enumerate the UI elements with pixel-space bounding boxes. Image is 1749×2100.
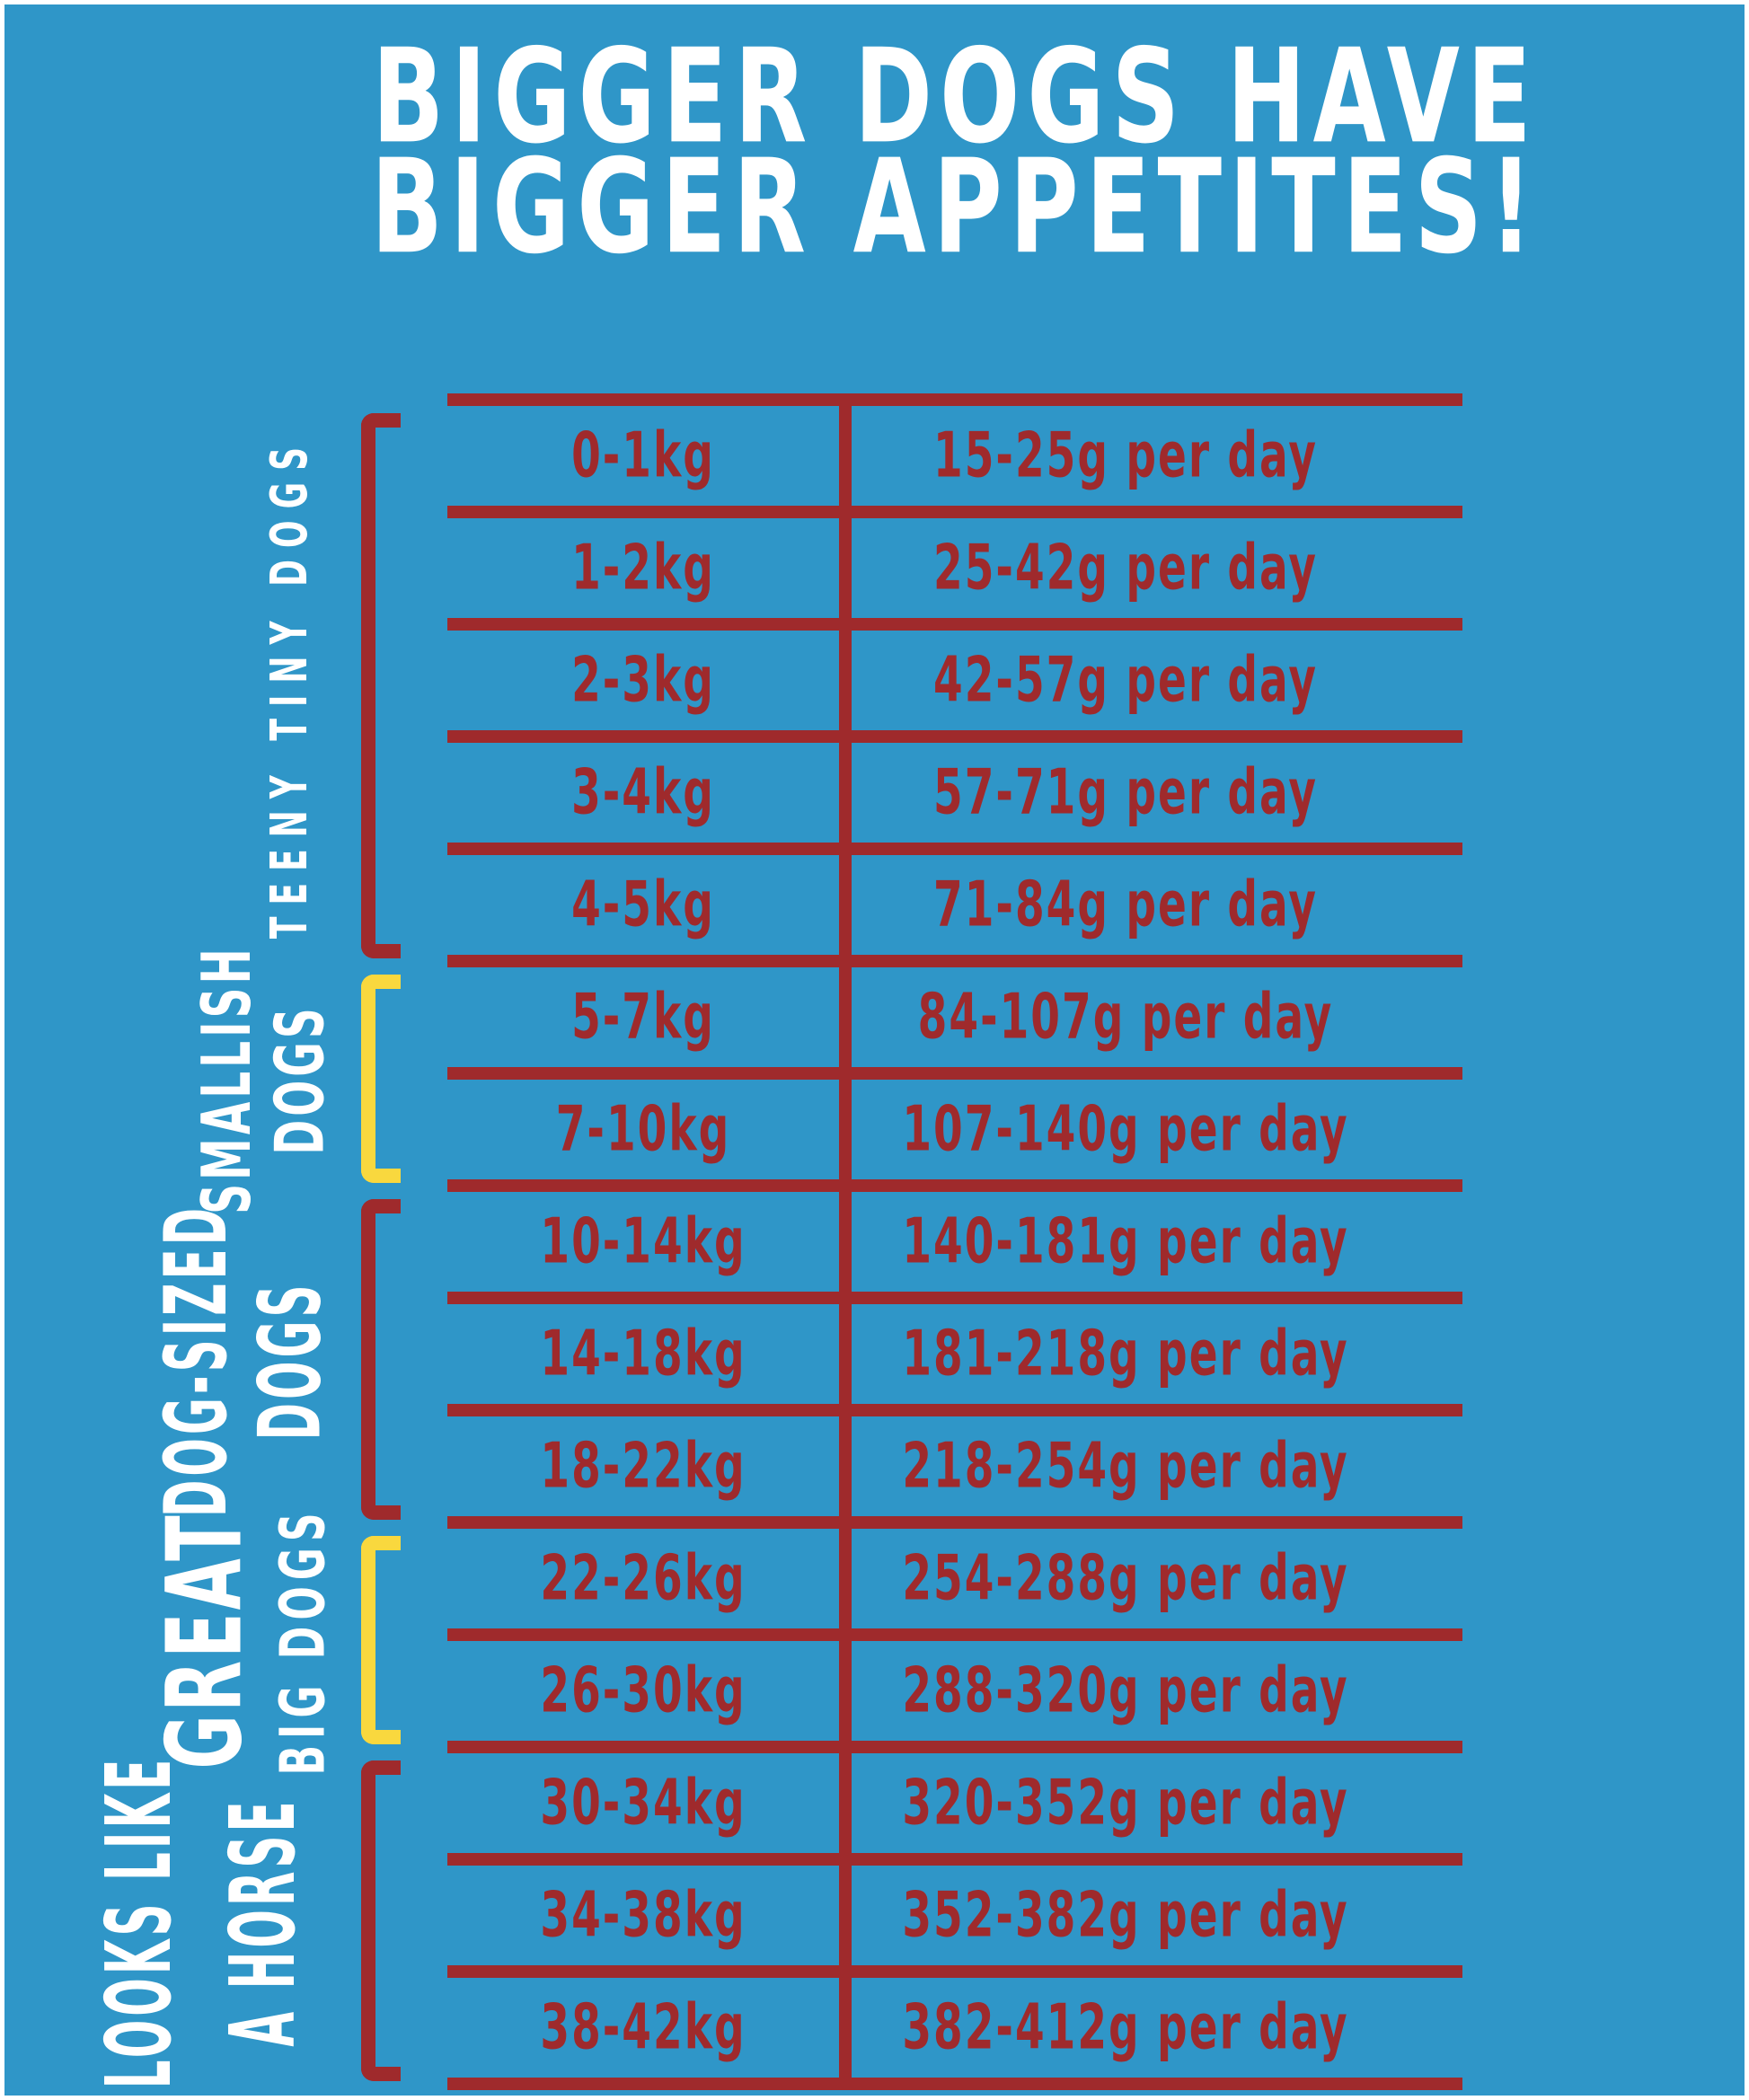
weight-group: DOG-SIZED DOGS 10-14kg 140-181g per day 14-1…: [147, 1192, 1462, 1529]
amount-cell: 181-218g per day: [902, 1317, 1349, 1391]
weight-cell: 22-26kg: [447, 1529, 852, 1628]
amount-cell: 84-107g per day: [917, 980, 1334, 1054]
weight-cell: 2-3kg: [447, 631, 852, 730]
weight-cell: 5-7kg: [447, 967, 852, 1067]
group-bracket: [361, 1760, 401, 2081]
poster-title: BIGGER DOGS HAVE BIGGER APPETITES!: [85, 21, 1749, 284]
weight-cell: 18-22kg: [447, 1416, 852, 1516]
amount-cell: 382-412g per day: [902, 1990, 1349, 2065]
group-label-line: DOGS: [261, 1004, 340, 1155]
amount-cell: 140-181g per day: [902, 1204, 1349, 1279]
table-row: 30-34kg 320-352g per day: [447, 1753, 1462, 1866]
amount-cell: 42-57g per day: [933, 643, 1318, 718]
table-row: 38-42kg 382-412g per day: [447, 1978, 1462, 2090]
feeding-table: TEENY TINY DOGS 0-1kg 15-25g per day 1-2kg 2…: [87, 393, 1462, 2090]
poster-title-line2: BIGGER APPETITES!: [370, 131, 1541, 284]
amount-cell: 218-254g per day: [902, 1429, 1349, 1504]
group-label: SMALLISH DOGS: [188, 945, 340, 1214]
weight-group: TEENY TINY DOGS 0-1kg 15-25g per day 1-2kg 2…: [261, 406, 1462, 967]
table-row: 0-1kg 15-25g per day: [447, 406, 1462, 518]
weight-cell: 10-14kg: [447, 1192, 852, 1292]
weight-cell: 26-30kg: [447, 1641, 852, 1741]
table-row: 4-5kg 71-84g per day: [447, 855, 1462, 967]
group-bracket: [361, 413, 401, 958]
group-label-line: DOG-SIZED: [146, 1204, 246, 1517]
weight-cell: 14-18kg: [447, 1304, 852, 1404]
group-label-line: GREAT: [145, 1513, 266, 1769]
group-label: DOG-SIZED DOGS: [146, 1204, 340, 1517]
group-label-line: TEENY TINY DOGS: [261, 435, 319, 939]
table-row: 18-22kg 218-254g per day: [447, 1416, 1462, 1529]
table-row: 5-7kg 84-107g per day: [447, 967, 1462, 1080]
group-bracket: [361, 1199, 401, 1520]
weight-cell: 1-2kg: [447, 518, 852, 618]
table-row: 7-10kg 107-140g per day: [447, 1080, 1462, 1192]
table-row: 14-18kg 181-218g per day: [447, 1304, 1462, 1416]
amount-cell: 254-288g per day: [902, 1541, 1349, 1616]
weight-cell: 38-42kg: [447, 1978, 852, 2078]
weight-group: SMALLISH DOGS 5-7kg 84-107g per day 7-10kg 10…: [188, 945, 1462, 1214]
weight-group: LOOKS LIKE A HORSE 30-34kg 320-352g per day…: [87, 1753, 1462, 2090]
amount-cell: 352-382g per day: [902, 1878, 1349, 1953]
table-row: 22-26kg 254-288g per day: [447, 1529, 1462, 1641]
group-label-line: SMALLISH: [188, 945, 267, 1214]
weight-cell: 30-34kg: [447, 1753, 852, 1853]
amount-cell: 107-140g per day: [902, 1092, 1349, 1167]
table-row: 2-3kg 42-57g per day: [447, 631, 1462, 743]
weight-cell: 0-1kg: [447, 406, 852, 506]
group-label: GREAT BIG DOGS: [145, 1506, 340, 1776]
amount-cell: 71-84g per day: [933, 868, 1318, 942]
table-row: 34-38kg 352-382g per day: [447, 1866, 1462, 1978]
amount-cell: 320-352g per day: [902, 1766, 1349, 1840]
group-label-line: LOOKS LIKE: [87, 1755, 191, 2088]
group-label: TEENY TINY DOGS: [261, 435, 319, 938]
table-row: 26-30kg 288-320g per day: [447, 1641, 1462, 1753]
table-row: 1-2kg 25-42g per day: [447, 518, 1462, 631]
group-label-line: A HORSE: [211, 1796, 315, 2047]
amount-cell: 57-71g per day: [933, 755, 1318, 830]
group-bracket: [361, 975, 401, 1183]
weight-group: GREAT BIG DOGS 22-26kg 254-288g per day 26-3…: [146, 1506, 1462, 1776]
group-label-line: BIG DOGS: [268, 1506, 340, 1776]
group-label-line: DOGS: [241, 1280, 340, 1441]
amount-cell: 288-320g per day: [902, 1654, 1349, 1728]
weight-cell: 34-38kg: [447, 1866, 852, 1965]
group-label: LOOKS LIKE A HORSE: [78, 1755, 326, 2088]
weight-cell: 7-10kg: [447, 1080, 852, 1179]
amount-cell: 15-25g per day: [933, 419, 1318, 493]
table-row: 3-4kg 57-71g per day: [447, 743, 1462, 855]
amount-cell: 25-42g per day: [933, 531, 1318, 605]
group-bracket: [361, 1536, 401, 1744]
weight-cell: 3-4kg: [447, 743, 852, 843]
weight-cell: 4-5kg: [447, 855, 852, 955]
table-row: 10-14kg 140-181g per day: [447, 1192, 1462, 1304]
poster-title-line1: BIGGER DOGS HAVE: [372, 21, 1539, 172]
